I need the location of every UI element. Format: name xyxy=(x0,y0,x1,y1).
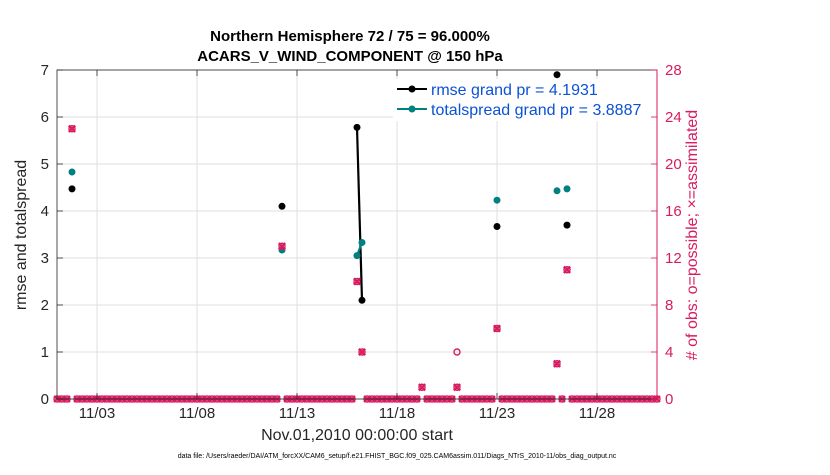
y-tick-label-right: 8 xyxy=(665,297,673,314)
possible-obs-marker xyxy=(453,383,461,391)
totalspread-point xyxy=(68,168,76,176)
legend: rmse grand pr = 4.1931 totalspread grand… xyxy=(393,79,651,121)
totalspread-point xyxy=(353,252,361,260)
chart-subtitle: ACARS_V_WIND_COMPONENT @ 150 hPa xyxy=(197,48,503,65)
rmse-point xyxy=(563,221,571,229)
rmse-point xyxy=(493,223,501,231)
possible-obs-marker xyxy=(563,266,571,274)
y-tick-label-left: 4 xyxy=(41,203,49,220)
y-tick-label-left: 2 xyxy=(41,297,49,314)
series-0-segment xyxy=(355,127,364,301)
y-tick-label-right: 24 xyxy=(665,109,682,126)
y-tick-label-left: 6 xyxy=(41,109,49,126)
assimilated-obs-marker xyxy=(418,383,426,392)
chart-title: Northern Hemisphere 72 / 75 = 96.000% xyxy=(210,28,490,45)
legend-rmse-label: rmse grand pr = 4.1931 xyxy=(431,82,598,99)
series-3 xyxy=(68,124,571,392)
assimilated-obs-marker xyxy=(278,242,286,251)
possible-obs-marker xyxy=(453,348,461,356)
assimilated-obs-marker xyxy=(68,124,76,133)
possible-obs-marker xyxy=(553,360,561,368)
rmse-point xyxy=(353,123,361,131)
y-tick-label-right: 16 xyxy=(665,203,682,220)
possible-obs-marker xyxy=(358,348,366,356)
rmse-point xyxy=(358,296,366,304)
x-tick-label: 11/08 xyxy=(179,405,215,422)
legend-spread-label: totalspread grand pr = 3.8887 xyxy=(431,102,641,119)
y-tick-label-right: 28 xyxy=(665,62,682,79)
series-2 xyxy=(68,125,571,391)
x-tick-label: 11/13 xyxy=(279,405,315,422)
y-tick-label-left: 5 xyxy=(41,156,49,173)
x-axis-label: Nov.01,2010 00:00:00 start xyxy=(261,427,453,444)
assimilated-obs-marker xyxy=(553,359,561,368)
totalspread-point xyxy=(563,185,571,193)
rmse-point xyxy=(553,71,561,79)
totalspread-point xyxy=(493,196,501,204)
y-tick-label-right: 12 xyxy=(665,250,682,267)
y-tick-label-left: 0 xyxy=(41,391,49,408)
y-tick-label-right: 20 xyxy=(665,156,682,173)
assimilated-obs-marker xyxy=(353,277,361,286)
x-tick-label: 11/28 xyxy=(579,405,615,422)
assimilated-obs-marker xyxy=(563,265,571,274)
y-tick-label-left: 3 xyxy=(41,250,49,267)
data-file-footnote: data file: /Users/raeder/DAI/ATM_forcXX/… xyxy=(178,453,617,460)
assimilated-obs-marker xyxy=(493,324,501,333)
assimilated-obs-marker xyxy=(358,348,366,356)
possible-obs-marker xyxy=(493,324,501,333)
x-tick-label: 11/03 xyxy=(79,405,115,422)
y-tick-label-left: 1 xyxy=(41,344,49,361)
possible-obs-marker xyxy=(353,277,361,286)
possible-obs-marker xyxy=(418,383,426,391)
y-tick-label-right: 0 xyxy=(665,391,673,408)
y-axis-label-left: rmse and totalspread xyxy=(13,160,30,310)
totalspread-point xyxy=(553,187,561,195)
ticks: 11/03 11/08 11/13 11/18 11/23 11/280123456704… xyxy=(41,62,682,422)
series-0 xyxy=(68,71,571,304)
series-1 xyxy=(68,168,571,260)
y-tick-label-right: 4 xyxy=(665,344,673,361)
y-tick-label-left: 7 xyxy=(41,62,49,79)
legend-rmse-swatch-marker xyxy=(408,85,416,93)
x-tick-label: 11/23 xyxy=(479,405,515,422)
legend-spread-swatch-marker xyxy=(408,105,416,113)
legend-box xyxy=(393,79,651,121)
possible-obs-marker xyxy=(278,242,286,250)
possible-obs-marker xyxy=(68,125,76,133)
assimilated-obs-marker xyxy=(453,383,461,392)
rmse-point xyxy=(278,202,286,210)
y-axis-label-right: # of obs: o=possible; ×=assimilated xyxy=(684,110,701,360)
totalspread-point xyxy=(358,238,366,246)
x-tick-label: 11/18 xyxy=(379,405,415,422)
rmse-point xyxy=(68,185,76,193)
